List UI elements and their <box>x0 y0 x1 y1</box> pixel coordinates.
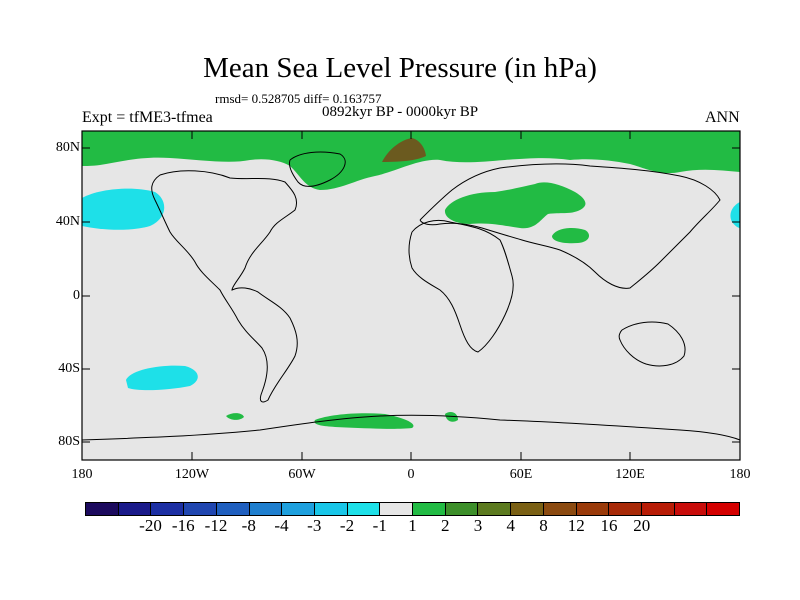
colorbar-tick-label: -4 <box>274 516 289 535</box>
colorbar-cell <box>118 503 152 515</box>
colorbar-tick-label: -2 <box>339 516 355 535</box>
lon-tick-label: 60W <box>288 467 316 482</box>
colorbar-cell <box>216 503 250 515</box>
colorbar-cell <box>86 503 119 515</box>
antarctic-positive-anomaly-2 <box>226 413 244 420</box>
lon-tick-label: 120W <box>174 467 210 482</box>
colorbar-cell <box>347 503 381 515</box>
colorbar-cell <box>184 503 217 515</box>
colorbar-cell <box>641 503 675 515</box>
antarctic-positive-anomaly <box>314 413 414 429</box>
lat-tick-label: 0 <box>73 288 80 303</box>
lon-tick-label: 60E <box>509 467 533 482</box>
eurasia-positive-anomaly <box>444 182 586 229</box>
strong-positive-anomaly <box>382 138 426 162</box>
colorbar-cell <box>413 503 446 515</box>
rmsd-diff-stats: rmsd= 0.528705 diff= 0.163757 <box>215 91 382 106</box>
colorbar-tick-label: -16 <box>171 516 195 535</box>
colorbar-tick-label: 12 <box>567 516 585 535</box>
colorbar-cell <box>380 503 414 515</box>
south-pacific-negative-anomaly <box>126 365 198 391</box>
lon-tick-label: 180 <box>71 467 93 482</box>
tibet-positive-anomaly <box>552 228 590 244</box>
lon-tick-label: 180 <box>729 467 751 482</box>
antarctic-positive-anomaly-3 <box>445 412 458 422</box>
colorbar-cell <box>576 503 610 515</box>
colorbar-cell <box>609 503 642 515</box>
colorbar <box>85 502 740 516</box>
colorbar-tick-label: -3 <box>307 516 322 535</box>
period-label: 0892kyr BP - 0000kyr BP <box>322 104 479 120</box>
coastlines <box>81 151 741 441</box>
north-pacific-negative-anomaly <box>82 188 165 230</box>
colorbar-tick-label: 20 <box>633 516 651 535</box>
lat-tick-label: 80S <box>58 434 80 449</box>
lon-tick-label: 0 <box>407 467 415 482</box>
colorbar-cell <box>314 503 348 515</box>
colorbar-cell <box>674 503 708 515</box>
colorbar-tick-label: 16 <box>600 516 618 535</box>
arctic-positive-anomaly <box>82 131 740 190</box>
lat-tick-label: 40N <box>55 214 80 229</box>
experiment-label: Expt = tfME3-tfmea <box>82 109 213 126</box>
colorbar-cell <box>543 503 577 515</box>
map-title: Mean Sea Level Pressure (in hPa) <box>203 52 597 84</box>
lon-tick-label: 120E <box>615 467 645 482</box>
colorbar-cell <box>151 503 185 515</box>
colorbar-tick-label: -1 <box>372 516 387 535</box>
colorbar-cell <box>511 503 544 515</box>
season-label: ANN <box>705 109 740 126</box>
colorbar-tick-label: 3 <box>473 516 483 535</box>
colorbar-tick-label: 4 <box>506 516 516 535</box>
colorbar-cell <box>282 503 315 515</box>
colorbar-cell <box>445 503 479 515</box>
colorbar-tick-label: -8 <box>241 516 256 535</box>
colorbar-cell <box>249 503 283 515</box>
colorbar-tick-label: -20 <box>139 516 162 535</box>
lat-tick-label: 40S <box>58 361 80 376</box>
colorbar-tick-label: 1 <box>408 516 417 535</box>
axis-ticks <box>82 131 740 460</box>
colorbar-tick-label: 8 <box>539 516 548 535</box>
colorbar-tick-label: 2 <box>441 516 450 535</box>
colorbar-cell <box>478 503 512 515</box>
colorbar-cell <box>707 503 740 515</box>
map-background <box>82 131 740 460</box>
colorbar-tick-label: -12 <box>204 516 228 535</box>
lat-tick-label: 80N <box>55 140 80 155</box>
